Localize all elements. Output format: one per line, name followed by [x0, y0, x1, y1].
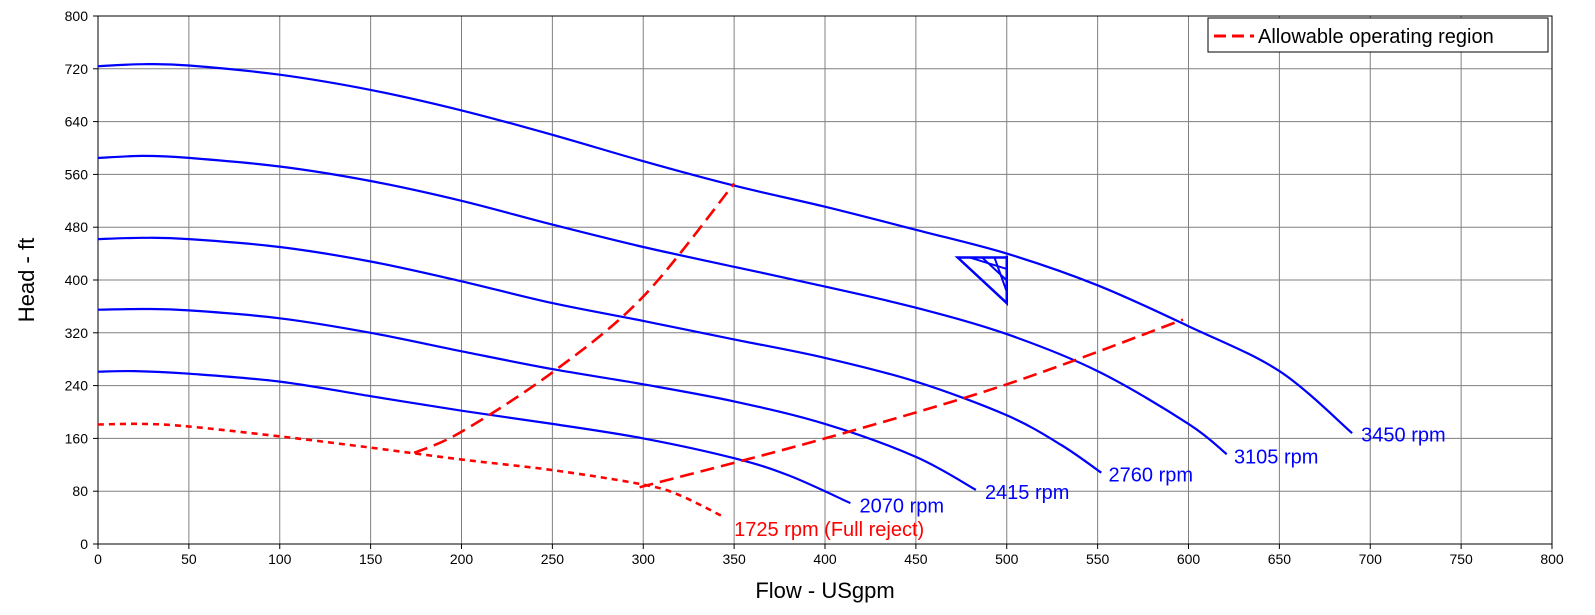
curves: [97, 62, 1353, 519]
y-tick-label: 160: [65, 430, 89, 446]
x-tick-label: 450: [904, 551, 928, 567]
curve-label: 2415 rpm: [985, 482, 1069, 504]
y-tick-label: 640: [65, 114, 89, 130]
y-tick-label: 560: [65, 166, 89, 182]
x-tick-label: 750: [1449, 551, 1473, 567]
legend-box: [1207, 17, 1549, 53]
x-tick-label: 300: [632, 551, 656, 567]
x-tick-label: 100: [268, 551, 292, 567]
curve-2760-rpm: [97, 236, 1102, 474]
x-tick-label: 800: [1540, 551, 1564, 567]
y-tick-label: 0: [80, 536, 88, 552]
curve-label: 3105 rpm: [1234, 446, 1319, 468]
y-tick-label: 240: [65, 378, 89, 394]
curve-2415-rpm: [97, 307, 977, 491]
x-tick-label: 700: [1359, 551, 1383, 567]
marker-hatch: [993, 257, 1008, 293]
design-point-marker: [954, 255, 1008, 306]
curve-label: 2070 rpm: [860, 495, 945, 517]
x-tick-label: 650: [1268, 551, 1292, 567]
tick-labels: 0 50 100 150 200 250 300 350 400 450 500 550 600 650 7…: [65, 8, 1564, 567]
x-tick-label: 550: [1086, 551, 1110, 567]
curve-3105-rpm: [97, 154, 1228, 456]
y-tick-label: 480: [65, 219, 89, 235]
plot-frame: [97, 15, 1553, 545]
curve-label: 1725 rpm (Full reject): [734, 519, 924, 541]
x-tick-label: 250: [541, 551, 565, 567]
x-tick-label: 200: [450, 551, 474, 567]
x-tick-label: 400: [813, 551, 837, 567]
grid: [93, 15, 1553, 549]
curve-3450-rpm: [97, 62, 1353, 434]
curve-labels: 3450 rpm 3105 rpm 2760 rpm 2415 rpm 2070 rpm…: [734, 425, 1446, 541]
curve-allowable-operating-region: [413, 182, 736, 455]
x-axis-title: Flow - USgpm: [755, 578, 894, 603]
x-tick-label: 350: [722, 551, 746, 567]
legend-label: Allowable operating region: [1258, 26, 1494, 48]
x-tick-label: 50: [181, 551, 197, 567]
y-tick-label: 800: [65, 8, 89, 24]
legend: Allowable operating region: [1207, 17, 1549, 53]
x-tick-label: 500: [995, 551, 1019, 567]
y-tick-label: 80: [72, 483, 88, 499]
curve-label: 3450 rpm: [1361, 425, 1446, 447]
y-tick-label: 720: [65, 61, 89, 77]
curve-label: 2760 rpm: [1109, 464, 1194, 486]
x-tick-label: 150: [359, 551, 383, 567]
marker-hatch: [981, 256, 1008, 282]
y-axis-title: Head - ft: [14, 238, 39, 322]
x-tick-label: 600: [1177, 551, 1201, 567]
curve-2070-rpm: [97, 369, 851, 505]
curve-allowable-operating-region: [639, 318, 1184, 489]
curve-1725-rpm-full-reject: [97, 422, 726, 519]
x-tick-label: 0: [94, 551, 102, 567]
y-tick-label: 320: [65, 325, 89, 341]
y-tick-label: 400: [65, 272, 89, 288]
